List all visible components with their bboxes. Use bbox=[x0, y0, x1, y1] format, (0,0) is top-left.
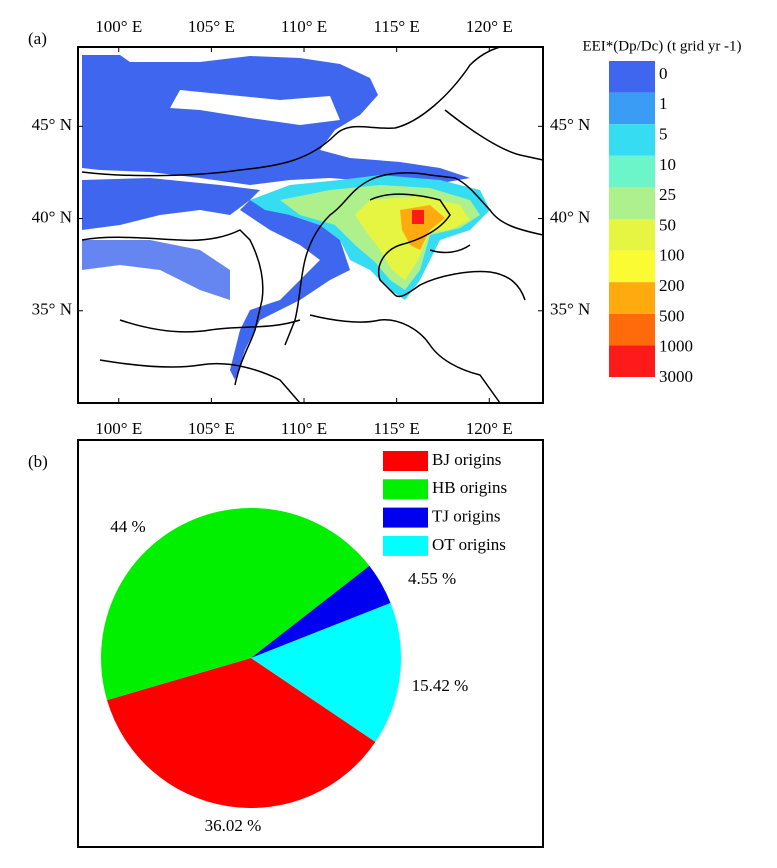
colorbar-label: 0 bbox=[659, 64, 668, 83]
map-region bbox=[82, 240, 230, 300]
legend-label: BJ origins bbox=[432, 450, 501, 469]
x-tick-label: 120° E bbox=[466, 17, 513, 36]
panel-label: (b) bbox=[28, 452, 48, 471]
legend-swatch bbox=[383, 479, 428, 500]
map-region bbox=[170, 90, 340, 125]
data-label: 15.42 % bbox=[412, 676, 469, 695]
map-region bbox=[400, 205, 445, 250]
colorbar-label: 500 bbox=[659, 306, 685, 325]
y-tick-label: 35° N bbox=[550, 300, 590, 319]
colorbar-label: 5 bbox=[659, 125, 668, 144]
panel-label: (a) bbox=[28, 29, 47, 48]
y-tick-label: 45° N bbox=[550, 115, 590, 134]
colorbar-swatch bbox=[609, 61, 655, 93]
data-label: 36.02 % bbox=[205, 816, 262, 835]
pie-slice bbox=[251, 602, 401, 742]
colorbar-swatch bbox=[609, 282, 655, 314]
map-region bbox=[412, 210, 424, 224]
pie-slice bbox=[107, 658, 376, 808]
x-tick-label: 110° E bbox=[281, 17, 327, 36]
map-background bbox=[81, 46, 544, 404]
x-tick-label: 105° E bbox=[188, 17, 235, 36]
x-tick-label: 110° E bbox=[281, 419, 327, 438]
y-tick-label: 40° N bbox=[550, 207, 590, 226]
colorbar-label: 1000 bbox=[659, 337, 693, 356]
x-tick-label: 100° E bbox=[95, 419, 142, 438]
legend-label: HB origins bbox=[432, 478, 507, 497]
data-label: 44 % bbox=[110, 517, 145, 536]
x-tick-label: 120° E bbox=[466, 419, 513, 438]
legend-swatch bbox=[383, 535, 428, 556]
map-region bbox=[82, 178, 350, 380]
x-tick-label: 105° E bbox=[188, 419, 235, 438]
colorbar-swatch bbox=[609, 219, 655, 251]
colorbar-title: EEI*(Dp/Dc) (t grid yr -1) bbox=[582, 38, 741, 54]
legend-swatch bbox=[383, 507, 428, 528]
data-label: 4.55 % bbox=[408, 569, 456, 588]
colorbar-label: 50 bbox=[659, 215, 676, 234]
legend-label: OT origins bbox=[432, 535, 506, 554]
colorbar-swatch bbox=[609, 124, 655, 156]
legend-swatch bbox=[383, 451, 428, 471]
colorbar-swatch bbox=[609, 250, 655, 283]
colorbar-swatch bbox=[609, 187, 655, 219]
colorbar-label: 200 bbox=[659, 276, 685, 295]
map-borders bbox=[81, 46, 544, 404]
colorbar-swatch bbox=[609, 345, 655, 377]
pie-slice bbox=[251, 565, 391, 658]
colorbar-swatch bbox=[609, 313, 655, 346]
colorbar-swatch bbox=[609, 92, 655, 125]
colorbar-label: 25 bbox=[659, 185, 676, 204]
colorbar-label: 100 bbox=[659, 246, 685, 265]
x-tick-label: 115° E bbox=[373, 419, 419, 438]
map-frame bbox=[77, 46, 544, 404]
pie-frame bbox=[77, 439, 544, 848]
colorbar-label: 10 bbox=[659, 155, 676, 174]
colorbar-label: 3000 bbox=[659, 367, 693, 386]
y-tick-label: 35° N bbox=[32, 300, 72, 319]
y-tick-label: 45° N bbox=[32, 115, 72, 134]
y-tick-label: 40° N bbox=[32, 207, 72, 226]
colorbar-label: 1 bbox=[659, 94, 668, 113]
pie-slice bbox=[100, 507, 370, 701]
legend-label: TJ origins bbox=[432, 507, 500, 526]
colorbar-swatch bbox=[609, 155, 655, 188]
x-tick-label: 100° E bbox=[95, 17, 142, 36]
x-tick-label: 115° E bbox=[373, 17, 419, 36]
